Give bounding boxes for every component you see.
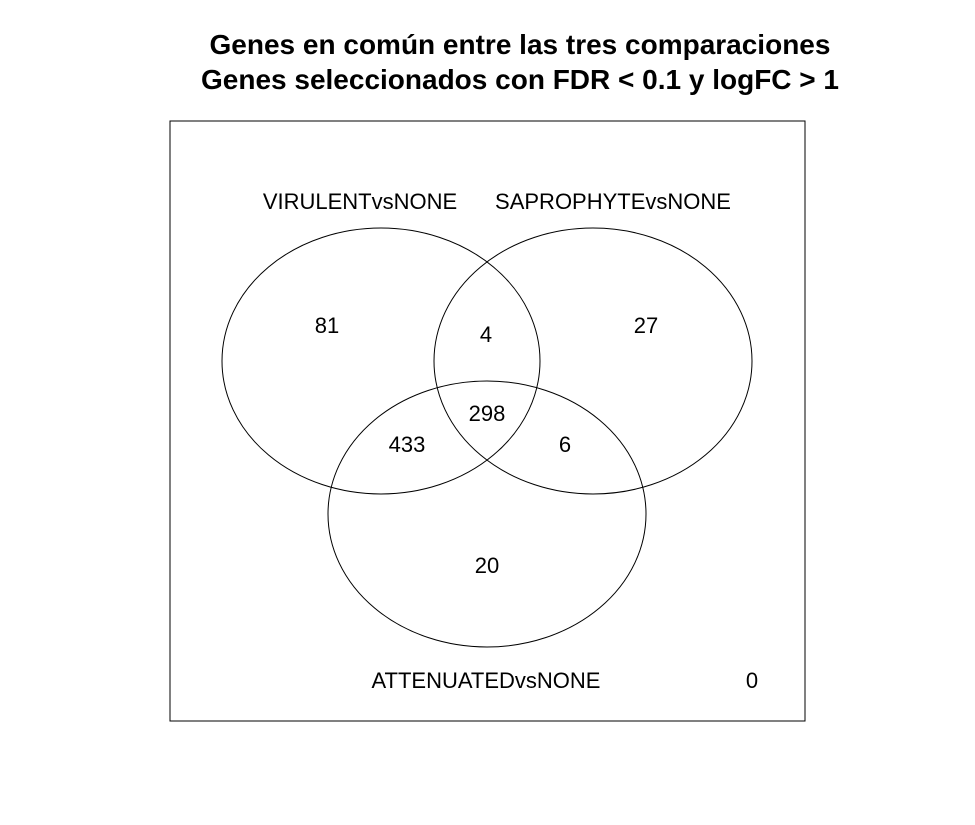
set-label-saprophyte: SAPROPHYTEvsNONE	[495, 189, 731, 214]
chart-title-line-1: Genes en común entre las tres comparacio…	[209, 29, 831, 60]
count-none: 0	[746, 668, 758, 693]
count-attenuated-only: 20	[475, 553, 499, 578]
count-all-three: 298	[469, 401, 506, 426]
plot-frame	[169, 120, 806, 722]
chart-title-line-2: Genes seleccionados con FDR < 0.1 y logF…	[201, 64, 839, 95]
circle-virulent	[221, 227, 541, 495]
circle-attenuated	[327, 380, 647, 648]
count-virulent-attenuated: 433	[389, 432, 426, 457]
count-saprophyte-attenuated: 6	[559, 432, 571, 457]
count-virulent-saprophyte: 4	[480, 322, 492, 347]
circle-saprophyte	[433, 227, 753, 495]
count-virulent-only: 81	[315, 313, 339, 338]
count-saprophyte-only: 27	[634, 313, 658, 338]
set-label-virulent: VIRULENTvsNONE	[263, 189, 457, 214]
set-label-attenuated: ATTENUATEDvsNONE	[372, 668, 601, 693]
